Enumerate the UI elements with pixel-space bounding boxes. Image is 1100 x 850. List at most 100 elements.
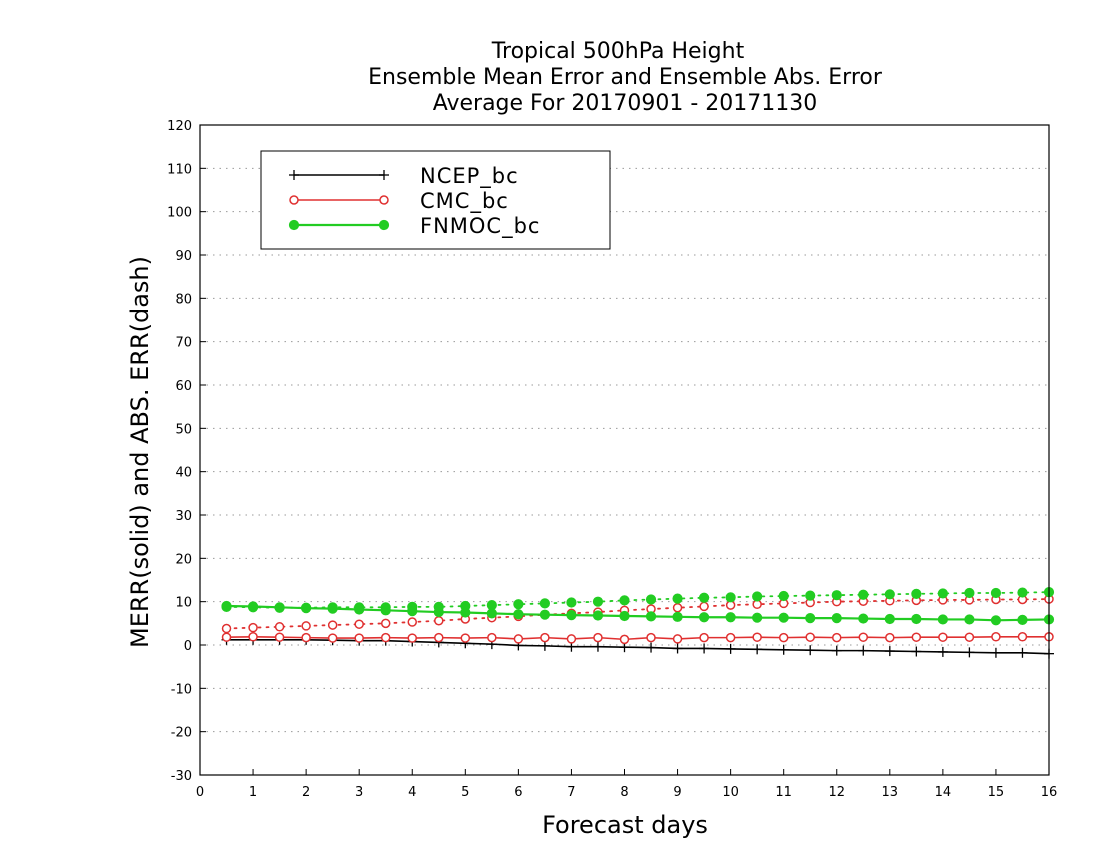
series-cmc-bc-merr-line	[226, 635, 1049, 641]
series-fnmoc-bc-merr-point	[911, 613, 922, 625]
series-fnmoc-bc-abserr-point	[1017, 587, 1028, 598]
series-cmc-bc-abserr-point	[354, 619, 364, 629]
series-fnmoc-bc-merr-point	[460, 607, 471, 618]
series-fnmoc-bc-merr-point	[778, 612, 789, 623]
series-ncep-bc-merr-point	[1017, 647, 1028, 658]
series-fnmoc-bc-merr-point	[221, 600, 232, 612]
series-fnmoc-bc-merr-point	[990, 615, 1002, 626]
series-cmc-bc-merr-point	[911, 632, 922, 642]
series-fnmoc-bc-abserr-point	[884, 589, 895, 600]
legend-symbol-cmc-bc-marker-right	[379, 195, 389, 205]
y-tick-label: 80	[175, 292, 192, 307]
series-ncep-bc-merr-point	[539, 640, 550, 651]
series-fnmoc-bc-merr-point	[645, 611, 657, 622]
legend-symbol-ncep-bc-marker-right	[379, 170, 389, 180]
series-fnmoc-bc-merr-point	[964, 614, 975, 625]
series-cmc-bc-merr-point	[593, 632, 603, 643]
x-tick-label: 13	[882, 785, 899, 800]
y-tick-label: 90	[175, 249, 192, 264]
series-fnmoc-bc-abserr-point	[513, 599, 524, 610]
series-cmc-bc-merr-point	[778, 632, 789, 643]
series-fnmoc-bc-merr-point	[247, 601, 259, 612]
series-fnmoc-bc-merr-point	[380, 605, 391, 616]
x-tick-label: 1	[249, 785, 257, 800]
series-fnmoc-bc-merr-point	[672, 611, 683, 622]
y-tick-label: 120	[167, 119, 192, 134]
series-fnmoc-bc-merr-point	[831, 613, 842, 624]
series-ncep-bc-merr-point	[646, 642, 657, 653]
series-fnmoc-bc-abserr-point	[911, 588, 922, 599]
legend-symbol-ncep-bc-marker-left	[289, 170, 299, 180]
series-fnmoc-bc-merr-point	[752, 612, 763, 623]
series-cmc-bc-merr-point	[1017, 632, 1028, 642]
series-cmc-bc-merr-point	[805, 632, 815, 642]
x-tick-label: 8	[620, 785, 628, 800]
series-fnmoc-bc-merr-point	[937, 614, 948, 625]
series-fnmoc-bc-merr-point	[805, 613, 816, 624]
series-fnmoc-bc-merr-point	[698, 612, 710, 623]
legend-symbol-fnmoc-bc-marker-right	[378, 219, 390, 231]
x-tick-label: 10	[722, 785, 739, 800]
series-fnmoc-bc-abserr-point	[619, 595, 630, 606]
legend: NCEP_bc CMC_bc FNMOC_bc	[260, 150, 611, 250]
y-tick-label: 30	[175, 509, 192, 524]
series-fnmoc-bc-abserr-point	[539, 598, 551, 609]
series-ncep-bc-merr-point	[884, 646, 895, 657]
series-cmc-bc-merr-point	[513, 634, 524, 644]
series-ncep-bc-merr-point	[699, 643, 710, 654]
y-tick-label: 20	[175, 552, 192, 567]
series-cmc-bc-abserr-point	[407, 617, 417, 627]
series-fnmoc-bc-merr-point	[354, 604, 365, 615]
series-fnmoc-bc-abserr-point	[858, 589, 869, 600]
series-fnmoc-bc-abserr-point	[672, 593, 683, 604]
series-ncep-bc-merr-line	[226, 638, 1050, 655]
series-cmc-bc-abserr-point	[221, 623, 232, 634]
series-fnmoc-bc-merr-point	[433, 606, 444, 618]
y-tick-label: 50	[175, 422, 192, 437]
series-cmc-bc-abserr-point	[434, 615, 444, 626]
series-fnmoc-bc-merr-point	[327, 603, 338, 614]
series-ncep-bc-merr-point	[725, 643, 736, 654]
series-cmc-bc-merr-point	[646, 632, 656, 643]
x-tick-label: 15	[988, 785, 1005, 800]
series-fnmoc-bc-abserr-point	[778, 590, 789, 602]
x-tick-label: 12	[828, 785, 845, 800]
x-axis-label: Forecast days	[542, 811, 708, 839]
series-fnmoc-bc-abserr-point	[990, 587, 1002, 599]
series-cmc-bc-merr-point	[407, 633, 417, 643]
y-axis-label: MERR(solid) and ABS. ERR(dash)	[126, 256, 154, 648]
series-fnmoc-bc-abserr-point	[964, 587, 975, 599]
series-ncep-bc-merr-point	[937, 646, 948, 657]
series-fnmoc-bc-abserr-point	[937, 588, 948, 599]
legend-label-ncep: NCEP_bc	[420, 164, 519, 189]
series-cmc-bc-merr-point	[752, 632, 762, 642]
series-cmc-bc-merr-point	[725, 632, 736, 643]
series-cmc-bc-merr-point	[460, 633, 471, 643]
series-cmc-bc-merr-point	[699, 632, 709, 643]
series-ncep-bc-merr-point	[805, 645, 816, 656]
series-fnmoc-bc-merr-point	[884, 613, 895, 625]
y-tick-label: 100	[167, 206, 192, 221]
series-cmc-bc-merr-point	[327, 633, 338, 643]
series-cmc-bc-merr-point	[832, 632, 842, 643]
chart-title-line-2: Ensemble Mean Error and Ensemble Abs. Er…	[368, 65, 883, 90]
y-tick-label: 10	[175, 596, 192, 611]
series-ncep-bc-merr-point	[592, 641, 603, 652]
series-ncep-bc-merr-point	[831, 645, 842, 656]
chart-title-line-3: Average For 20170901 - 20171130	[433, 91, 818, 116]
y-tick-label: 70	[175, 336, 192, 351]
series-cmc-bc-merr-point	[938, 632, 948, 642]
y-tick-label: 40	[175, 466, 192, 481]
series-ncep-bc-merr-point	[911, 646, 922, 657]
series-ncep-bc-merr-point	[752, 644, 763, 655]
x-tick-label: 16	[1041, 785, 1058, 800]
series-cmc-bc-merr-point	[619, 634, 630, 645]
y-tick-label: -30	[171, 769, 192, 784]
series-ncep-bc-merr-point	[858, 645, 869, 656]
series-fnmoc-bc-merr-point	[1017, 614, 1028, 625]
series-cmc-bc-merr-point	[487, 632, 497, 643]
series-cmc-bc-abserr-point	[380, 618, 391, 629]
x-tick-label: 3	[355, 785, 363, 800]
series-cmc-bc-abserr-point	[274, 622, 285, 632]
